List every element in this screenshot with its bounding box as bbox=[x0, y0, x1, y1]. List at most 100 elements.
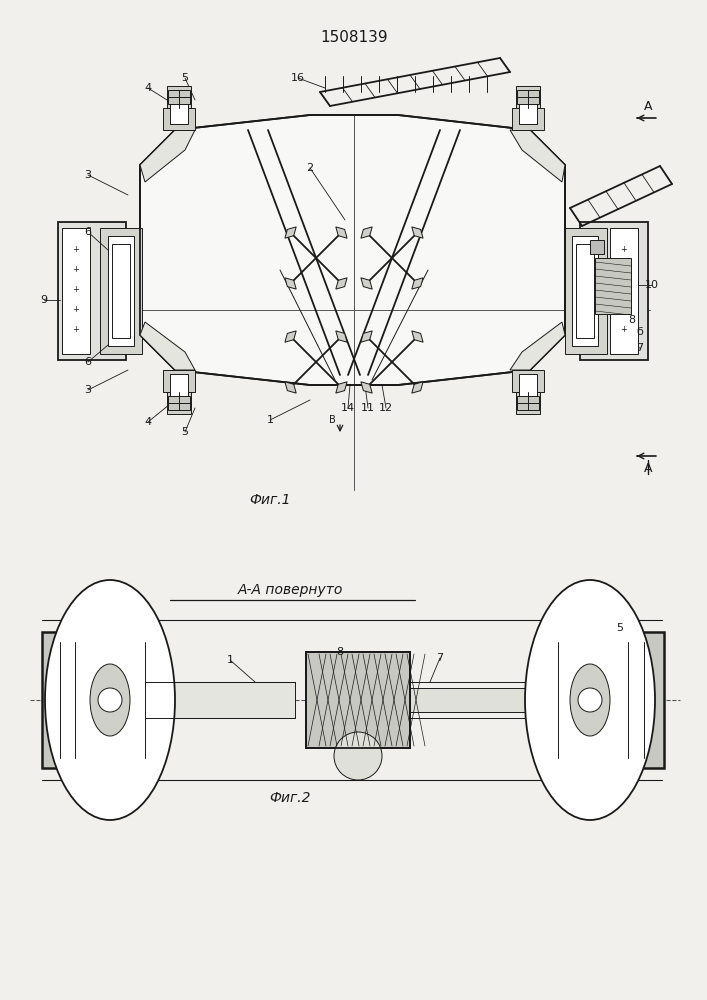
Polygon shape bbox=[336, 227, 347, 238]
Text: 6: 6 bbox=[85, 227, 91, 237]
Text: +: + bbox=[73, 306, 79, 314]
Polygon shape bbox=[361, 382, 372, 393]
Text: 6: 6 bbox=[85, 357, 91, 367]
Polygon shape bbox=[411, 382, 423, 393]
Bar bbox=[572, 236, 598, 346]
Bar bbox=[517, 90, 539, 104]
Bar bbox=[558, 664, 628, 736]
Text: 3: 3 bbox=[85, 385, 91, 395]
Text: 1: 1 bbox=[226, 655, 233, 665]
Ellipse shape bbox=[90, 664, 130, 736]
Bar bbox=[410, 688, 558, 712]
Bar bbox=[610, 228, 638, 354]
Bar bbox=[565, 228, 607, 354]
Bar bbox=[306, 652, 410, 748]
Text: 3: 3 bbox=[85, 170, 91, 180]
Text: 9: 9 bbox=[40, 295, 47, 305]
Bar bbox=[167, 86, 191, 108]
Polygon shape bbox=[411, 331, 423, 342]
Text: 8: 8 bbox=[629, 315, 636, 325]
Bar bbox=[100, 228, 142, 354]
Text: +: + bbox=[621, 306, 627, 314]
Ellipse shape bbox=[45, 580, 175, 820]
Bar bbox=[642, 632, 664, 768]
Bar bbox=[519, 90, 537, 124]
Bar bbox=[168, 90, 190, 104]
Bar bbox=[62, 228, 90, 354]
Text: 10: 10 bbox=[645, 280, 659, 290]
Polygon shape bbox=[361, 278, 372, 289]
Text: 16: 16 bbox=[291, 73, 305, 83]
Text: +: + bbox=[621, 245, 627, 254]
Text: +: + bbox=[73, 326, 79, 334]
Bar bbox=[75, 664, 145, 736]
Text: 11: 11 bbox=[361, 403, 375, 413]
Polygon shape bbox=[285, 227, 296, 238]
Ellipse shape bbox=[525, 580, 655, 820]
Bar bbox=[60, 642, 80, 758]
Text: 12: 12 bbox=[379, 403, 393, 413]
Polygon shape bbox=[361, 227, 372, 238]
Bar bbox=[112, 244, 130, 338]
Text: +: + bbox=[621, 286, 627, 294]
Bar bbox=[167, 392, 191, 414]
Bar bbox=[163, 108, 195, 130]
Text: +: + bbox=[621, 265, 627, 274]
Bar bbox=[625, 642, 645, 758]
Text: 5: 5 bbox=[182, 427, 189, 437]
Text: б: б bbox=[636, 327, 643, 337]
Bar bbox=[108, 236, 134, 346]
Bar bbox=[170, 374, 188, 408]
Text: 5: 5 bbox=[617, 623, 624, 633]
Bar bbox=[512, 108, 544, 130]
Text: 7: 7 bbox=[636, 343, 643, 353]
Text: 2: 2 bbox=[306, 163, 314, 173]
Bar bbox=[516, 392, 540, 414]
Circle shape bbox=[334, 732, 382, 780]
Text: +: + bbox=[73, 286, 79, 294]
Bar bbox=[58, 222, 126, 360]
Text: 4: 4 bbox=[144, 83, 151, 93]
Bar bbox=[595, 258, 631, 314]
Circle shape bbox=[578, 688, 602, 712]
Bar bbox=[590, 240, 604, 254]
Polygon shape bbox=[140, 130, 195, 182]
Text: Фиг.2: Фиг.2 bbox=[269, 791, 311, 805]
Polygon shape bbox=[285, 382, 296, 393]
Text: 5: 5 bbox=[182, 73, 189, 83]
Text: Фиг.1: Фиг.1 bbox=[250, 493, 291, 507]
Bar bbox=[516, 86, 540, 108]
Circle shape bbox=[98, 688, 122, 712]
Ellipse shape bbox=[570, 664, 610, 736]
Polygon shape bbox=[140, 322, 195, 370]
Polygon shape bbox=[510, 322, 565, 370]
Polygon shape bbox=[411, 278, 423, 289]
Text: +: + bbox=[73, 245, 79, 254]
Text: В: В bbox=[329, 415, 335, 425]
Bar bbox=[306, 652, 410, 748]
Polygon shape bbox=[140, 115, 565, 385]
Bar bbox=[163, 370, 195, 392]
Bar bbox=[170, 90, 188, 124]
Bar bbox=[145, 682, 295, 718]
Bar bbox=[517, 396, 539, 410]
Text: 7: 7 bbox=[436, 653, 443, 663]
Bar bbox=[168, 396, 190, 410]
Polygon shape bbox=[411, 227, 423, 238]
Text: А-А повернуто: А-А повернуто bbox=[238, 583, 343, 597]
Polygon shape bbox=[285, 331, 296, 342]
Polygon shape bbox=[361, 331, 372, 342]
Bar bbox=[576, 244, 594, 338]
Text: 8: 8 bbox=[337, 647, 344, 657]
Text: 1508139: 1508139 bbox=[320, 30, 388, 45]
Polygon shape bbox=[285, 278, 296, 289]
Bar bbox=[519, 374, 537, 408]
Text: A: A bbox=[644, 100, 653, 112]
Polygon shape bbox=[336, 331, 347, 342]
Text: +: + bbox=[621, 326, 627, 334]
Text: 14: 14 bbox=[341, 403, 355, 413]
Bar bbox=[580, 222, 648, 360]
Polygon shape bbox=[336, 278, 347, 289]
Text: A: A bbox=[644, 462, 653, 475]
Bar bbox=[512, 370, 544, 392]
